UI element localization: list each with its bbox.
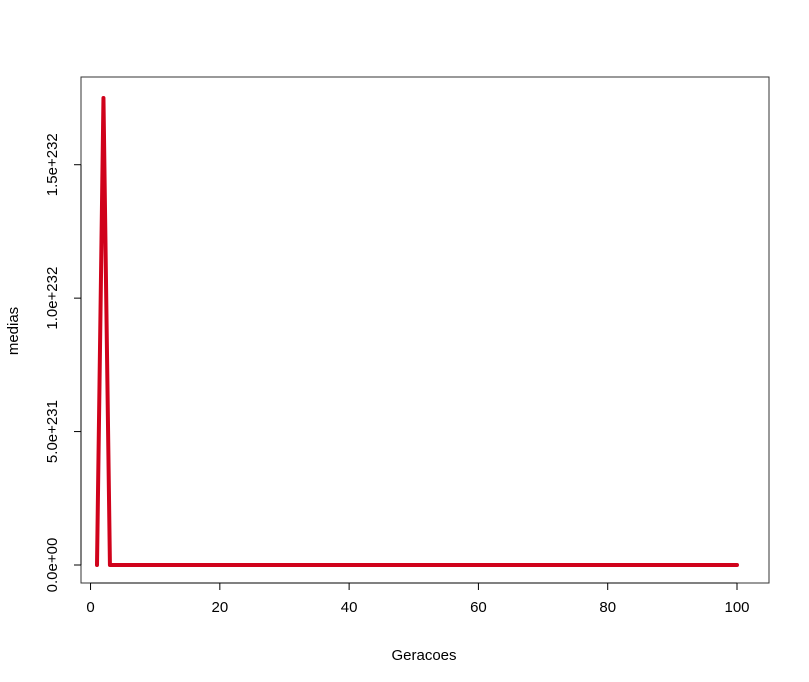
y-tick-label: 1.5e+232: [44, 133, 61, 196]
x-tick-label: 20: [211, 599, 228, 616]
series-line: [95, 96, 739, 567]
series-group: [95, 96, 739, 567]
x-tick-label: 60: [470, 599, 487, 616]
x-tick-label: 40: [341, 599, 358, 616]
y-axis-ticks: 0.0e+00 5.0e+231 1.0e+232 1.5e+232: [44, 133, 81, 592]
y-tick-label: 0.0e+00: [44, 538, 61, 593]
x-axis-ticks: 0 20 40 60 80 100: [86, 583, 750, 616]
x-axis-title: Geracoes: [391, 647, 456, 664]
y-axis: 0.0e+00 5.0e+231 1.0e+232 1.5e+232: [44, 133, 82, 592]
x-tick-label: 0: [86, 599, 94, 616]
y-tick-label: 1.0e+232: [44, 267, 61, 330]
x-tick-label: 80: [599, 599, 616, 616]
y-axis-title: medias: [5, 307, 22, 355]
plot-frame: [80, 76, 770, 584]
y-tick-label: 5.0e+231: [44, 400, 61, 463]
x-tick-label: 100: [724, 599, 749, 616]
x-axis: 0 20 40 60 80 100: [86, 582, 750, 616]
